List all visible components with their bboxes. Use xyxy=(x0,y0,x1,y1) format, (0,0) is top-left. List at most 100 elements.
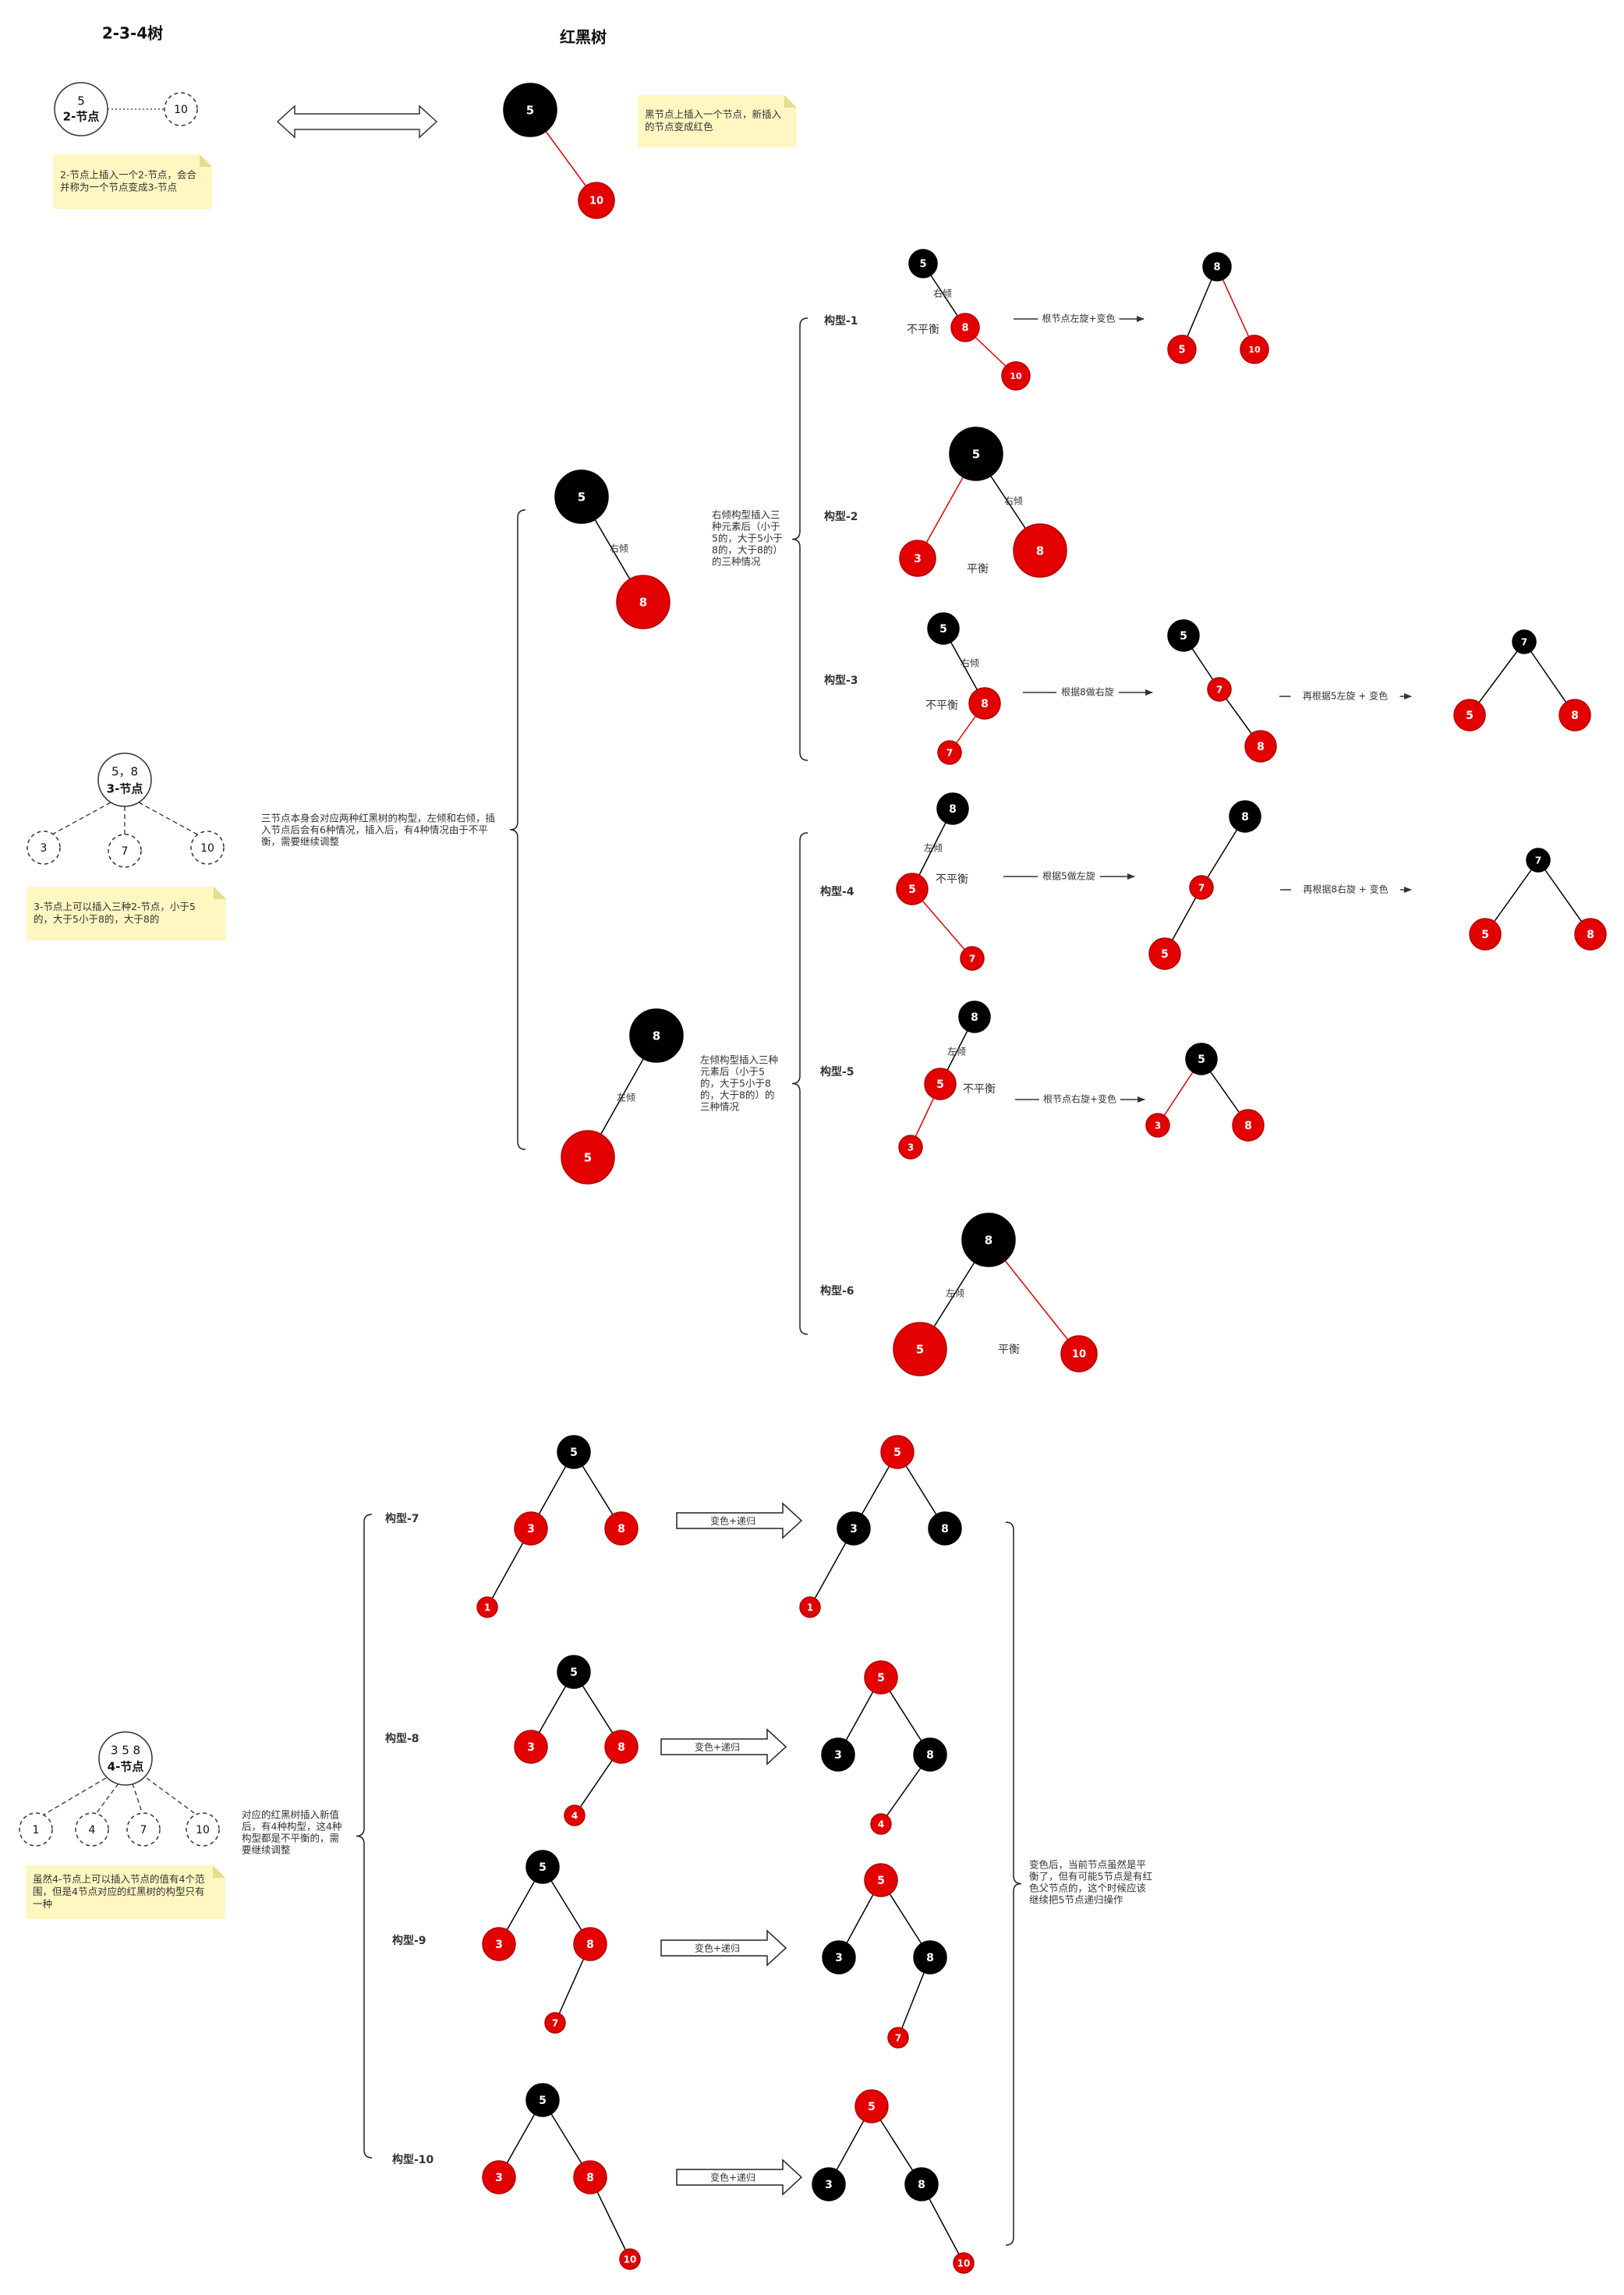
arrow-label-bg xyxy=(1038,313,1120,325)
node-value: 5 xyxy=(1180,630,1187,643)
insert-slot-node xyxy=(186,1812,220,1847)
desc-right-lean: 8的，大于8的） xyxy=(712,544,783,556)
config-label: 构型-5 xyxy=(820,1065,854,1078)
rb-node-red xyxy=(514,1730,548,1764)
rb-node-red xyxy=(619,2248,641,2270)
rb-node-black xyxy=(908,249,938,278)
node-value: 8 xyxy=(981,698,989,710)
rb-node-red xyxy=(482,2160,516,2194)
arrow-label: 再根据8右旋 + 变色 xyxy=(1303,884,1388,895)
node-value: 7 xyxy=(122,845,129,858)
rb-node-red xyxy=(854,2089,889,2123)
edge-label: 右倾 xyxy=(1004,495,1023,507)
note-fold xyxy=(784,95,797,108)
rb-node-black xyxy=(1229,800,1261,833)
node-value: 3 xyxy=(495,1939,503,1951)
rb-node-red xyxy=(1060,1335,1098,1372)
arrow-label: 根据8做右旋 xyxy=(1061,686,1114,698)
rb-node-red xyxy=(1207,677,1232,702)
node-value: 8 xyxy=(941,1523,949,1535)
node-value: 7 xyxy=(946,748,953,759)
node-value: 5 xyxy=(1198,1054,1205,1066)
desc-four-node: 构型都是不平衡的，需 xyxy=(242,1833,339,1844)
node-value: 8 xyxy=(985,1234,992,1248)
rb-node-black xyxy=(557,1655,591,1689)
rb-node-red xyxy=(887,2027,909,2049)
rb-node-red xyxy=(573,1927,607,1961)
arrow-label-bg xyxy=(1291,884,1400,896)
config-label: 构型-7 xyxy=(385,1512,419,1525)
group-brace xyxy=(791,832,808,1335)
desc-right-lean: 的三种情况 xyxy=(712,556,761,568)
arrow-label-bg xyxy=(1056,686,1119,699)
node-value: 5 xyxy=(972,448,980,462)
node-value: 8 xyxy=(1241,811,1249,823)
node-value: 5 xyxy=(939,623,947,636)
arrow-label-bg xyxy=(1038,870,1100,883)
insert-slot-node xyxy=(27,831,61,865)
node-value: 5 xyxy=(526,104,534,118)
rb-node-red xyxy=(1189,875,1214,900)
rb-node-red xyxy=(476,1596,498,1618)
node-value: 5 xyxy=(1466,710,1474,722)
rb-node-red xyxy=(870,1813,892,1835)
desc-left-lean: 元素后（小于5 xyxy=(700,1066,765,1078)
config-label: 构型-10 xyxy=(392,2153,434,2166)
state-unbalanced: 不平衡 xyxy=(907,324,939,336)
insert-slot-node xyxy=(108,834,142,868)
rb-node-red xyxy=(960,946,985,971)
config-label: 构型-3 xyxy=(824,674,858,687)
config-label: 构型-1 xyxy=(824,314,858,328)
note-line: 的节点变成红色 xyxy=(645,121,713,133)
desc-three-node: 入节点后会有6种情况，插入后，有4种情况由于不平 xyxy=(261,824,488,836)
rb-node-red xyxy=(1559,699,1591,731)
rb-node-black xyxy=(949,427,1003,481)
node-value: 8 xyxy=(949,803,957,816)
rb-node-red xyxy=(564,1804,586,1826)
node-value: 8 xyxy=(639,596,647,610)
rb-node-red xyxy=(880,1435,915,1469)
dashed-link xyxy=(138,802,207,840)
node-value: 5 xyxy=(1161,948,1169,961)
rb-node-black xyxy=(525,2083,560,2117)
rb-node-red xyxy=(950,313,980,342)
node-value: 1 xyxy=(484,1603,490,1613)
desc-left-lean: 左倾构型插入三种 xyxy=(700,1054,778,1066)
note-line: 黑节点上插入一个节点，新插入 xyxy=(645,108,782,120)
note-line: 围，但是4节点对应的红黑树的构型只有 xyxy=(33,1886,204,1897)
dashed-link xyxy=(93,1783,119,1818)
desc-three-node: 三节点本身会对应两种红黑树的构型，左倾和右倾，插 xyxy=(261,813,495,824)
desc-left-lean: 的，大于5小于8 xyxy=(700,1078,771,1089)
rb-node-red xyxy=(1148,937,1181,970)
node-value: 3 xyxy=(527,1741,535,1754)
node-value: 5 xyxy=(908,884,916,896)
insert-slot-node xyxy=(75,1812,109,1847)
node-value: 5 xyxy=(584,1151,592,1165)
rb-node-black xyxy=(927,612,960,645)
arrow-label: 变色+递归 xyxy=(695,1741,740,1753)
desc-left-lean: 三种情况 xyxy=(700,1101,740,1113)
node-value: 3 xyxy=(41,842,48,855)
rb-node-black xyxy=(1512,629,1537,654)
node-value: 10 xyxy=(589,196,603,207)
rb-node-red xyxy=(896,873,929,905)
rb-node-black xyxy=(821,1737,855,1772)
rb-node-red xyxy=(1167,335,1197,364)
node-value: 5 xyxy=(877,1875,885,1887)
two-node-label: 2-节点 xyxy=(63,110,100,124)
rb-node-red xyxy=(937,740,962,765)
node-value: 10 xyxy=(624,2254,637,2265)
node-value: 5 xyxy=(539,1861,547,1874)
edge-label-right-lean: 右倾 xyxy=(610,543,628,554)
rb-node-red xyxy=(1469,918,1502,951)
rb-node-red xyxy=(898,1135,923,1160)
note-line: 并称为一个节点变成3-节点 xyxy=(60,182,177,193)
red-link xyxy=(1216,266,1255,350)
group-brace xyxy=(791,317,808,761)
black-link xyxy=(1181,266,1218,350)
note-fold xyxy=(200,154,212,167)
rb-node-red xyxy=(864,1863,898,1897)
node-value: 8 xyxy=(617,1741,625,1754)
node-value: 5 xyxy=(1481,929,1489,941)
